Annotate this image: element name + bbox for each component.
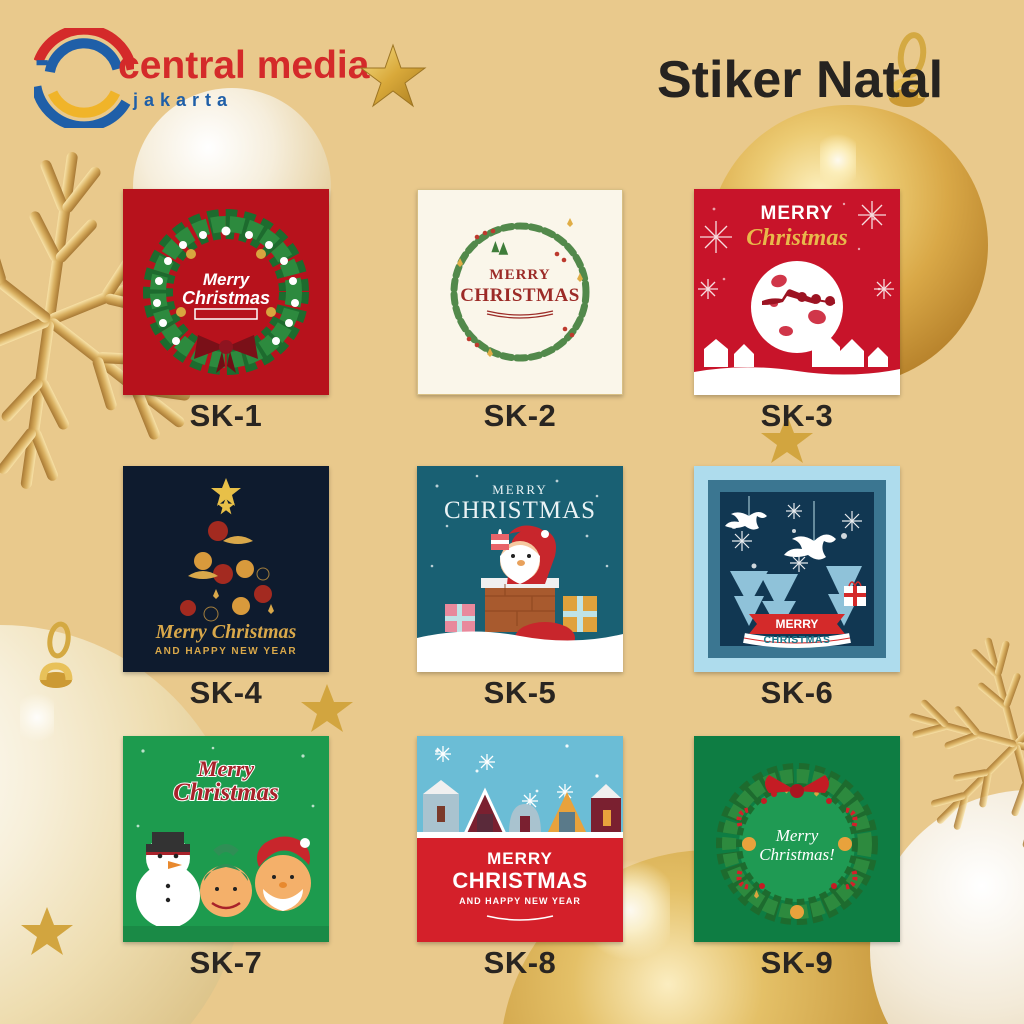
svg-text:CHRISTMAS: CHRISTMAS — [460, 285, 580, 306]
svg-text:MERRY: MERRY — [492, 482, 548, 497]
svg-text:Merry Christmas: Merry Christmas — [155, 621, 297, 643]
svg-text:MERRY: MERRY — [487, 849, 553, 868]
svg-text:AND HAPPY NEW YEAR: AND HAPPY NEW YEAR — [459, 896, 581, 906]
svg-text:Merry: Merry — [203, 270, 251, 289]
svg-text:CHRISTMAS: CHRISTMAS — [452, 868, 587, 893]
svg-text:CHRISTMAS: CHRISTMAS — [444, 497, 596, 524]
svg-text:AND HAPPY NEW YEAR: AND HAPPY NEW YEAR — [155, 646, 297, 657]
svg-text:Christmas: Christmas — [746, 225, 847, 251]
svg-text:MERRY: MERRY — [761, 203, 834, 224]
svg-text:Christmas: Christmas — [182, 288, 270, 308]
svg-text:Merry: Merry — [197, 756, 254, 781]
svg-text:MERRY: MERRY — [776, 617, 819, 631]
svg-text:CHRISTMAS: CHRISTMAS — [764, 634, 831, 646]
svg-text:Merry: Merry — [775, 826, 819, 845]
svg-text:Christmas: Christmas — [173, 779, 279, 806]
svg-text:Christmas!: Christmas! — [759, 845, 835, 864]
svg-text:MERRY: MERRY — [489, 267, 550, 283]
